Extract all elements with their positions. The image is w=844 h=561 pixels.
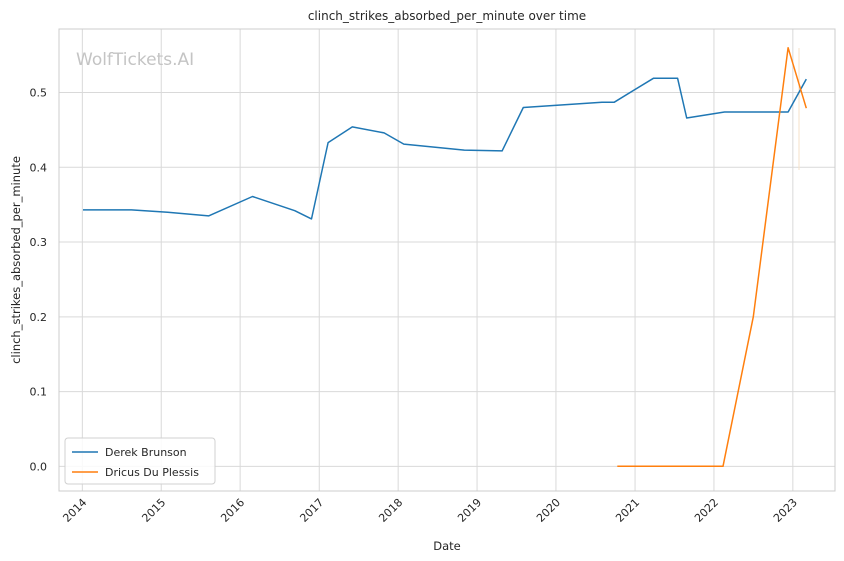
series-line-dricus-du-plessis xyxy=(617,46,808,468)
series-layer xyxy=(83,46,808,468)
legend: Derek Brunson Dricus Du Plessis xyxy=(64,437,216,485)
y-tick-label: 0.1 xyxy=(30,386,48,399)
y-tick-label: 0.2 xyxy=(30,311,48,324)
x-axis-label: Date xyxy=(433,539,461,553)
y-tick-label: 0.0 xyxy=(30,460,48,473)
y-axis-ticks: 0.0 0.1 0.2 0.3 0.4 0.5 xyxy=(30,87,48,474)
plot-frame xyxy=(58,28,836,492)
legend-label-derek-brunson: Derek Brunson xyxy=(105,446,187,459)
y-tick-label: 0.5 xyxy=(30,87,48,100)
watermark: WolfTickets.AI xyxy=(76,50,194,70)
y-axis-label: clinch_strikes_absorbed_per_minute xyxy=(9,156,23,364)
legend-box xyxy=(64,437,216,485)
legend-label-dricus-du-plessis: Dricus Du Plessis xyxy=(105,466,199,479)
chart-title: clinch_strikes_absorbed_per_minute over … xyxy=(308,9,586,23)
y-tick-label: 0.4 xyxy=(30,161,48,174)
y-tick-label: 0.3 xyxy=(30,236,48,249)
series-line-derek-brunson xyxy=(83,77,807,220)
